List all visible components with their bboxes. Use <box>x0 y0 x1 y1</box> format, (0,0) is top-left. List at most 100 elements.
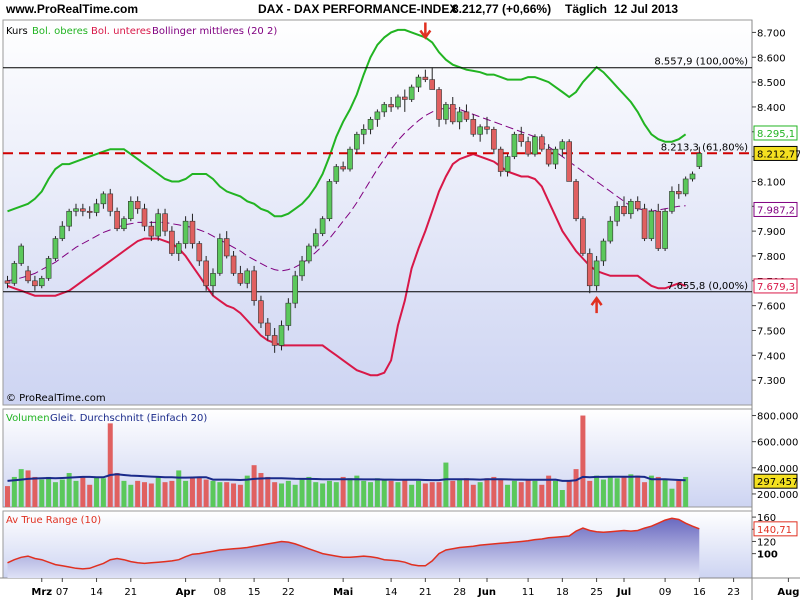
candle-body <box>367 119 374 130</box>
volume-bar <box>114 473 120 507</box>
candle-body <box>648 210 655 239</box>
volume-bar <box>470 484 476 507</box>
candle-body <box>45 258 52 279</box>
volume-bar <box>94 476 100 507</box>
volume-bar <box>135 480 141 507</box>
candle-body <box>306 245 312 262</box>
candle-body <box>299 260 305 277</box>
candle-body <box>504 156 511 172</box>
candle-body <box>285 302 292 326</box>
volume-bar <box>299 479 305 507</box>
atr-tick-label: 160 <box>757 513 776 524</box>
candle-body <box>408 86 415 100</box>
candle-body <box>52 238 59 259</box>
volume-bar <box>648 475 654 507</box>
candle-body <box>38 278 45 287</box>
volume-bar <box>546 475 552 507</box>
volume-bar <box>347 478 353 507</box>
candle-body <box>258 300 264 324</box>
candle-body <box>162 213 168 232</box>
candle-body <box>4 280 11 284</box>
volume-bar <box>655 476 661 507</box>
volume-value-box <box>753 473 798 489</box>
candle-body <box>93 203 100 213</box>
legend-middle-band: Bollinger mittleres (20 2) <box>152 26 277 37</box>
volume-bar <box>52 482 58 507</box>
candle-body <box>449 104 456 123</box>
volume-bar <box>196 476 202 507</box>
value-label: 8.295,1 <box>757 129 795 140</box>
volume-bar <box>381 479 387 507</box>
volume-bar <box>39 479 45 507</box>
candle-body <box>59 225 66 239</box>
candle-body <box>470 119 477 135</box>
price-tick-label: 7.300 <box>757 376 786 387</box>
volume-value-label: 297.457 <box>757 477 798 488</box>
candle-body <box>682 178 689 195</box>
price-tick-label: 7.400 <box>757 351 786 362</box>
time-tick-label: 09 <box>659 587 672 598</box>
volume-tick-label: 800.000 <box>757 412 798 423</box>
value-label-box <box>753 145 798 161</box>
candle-body <box>381 104 388 113</box>
volume-bar <box>463 478 469 507</box>
volume-bar <box>642 482 648 507</box>
volume-bar <box>498 479 504 507</box>
candle-body <box>545 148 552 165</box>
volume-bar <box>457 479 463 507</box>
volume-bar <box>265 476 271 507</box>
volume-legend-average: Gleit. Durchschnitt (Einfach 20) <box>50 413 207 424</box>
volume-bar <box>491 476 497 507</box>
candle-body <box>491 128 497 150</box>
candle-body <box>196 243 203 262</box>
candle-body <box>347 148 353 170</box>
candle-body <box>436 89 442 120</box>
volume-bar <box>292 484 298 507</box>
candle-body <box>518 133 525 143</box>
bollinger-middle-band <box>7 107 686 282</box>
volume-bar <box>402 479 408 507</box>
volume-bar <box>11 476 17 507</box>
volume-bar <box>607 476 613 507</box>
time-tick-label: 14 <box>385 587 398 598</box>
volume-bar <box>100 478 106 507</box>
volume-bar <box>621 476 627 507</box>
price-tick-label: 7.800 <box>757 252 786 263</box>
candle-body <box>278 325 285 346</box>
candle-body <box>107 193 114 212</box>
candle-body <box>134 201 141 210</box>
volume-tick-label: 200.000 <box>757 490 798 501</box>
candle-body <box>641 208 648 239</box>
volume-bar <box>237 484 243 507</box>
candle-body <box>210 273 216 287</box>
candle-body <box>360 128 367 135</box>
volume-bar <box>121 480 127 507</box>
site-name: www.ProRealTime.com <box>6 2 139 16</box>
volume-bar <box>203 479 209 507</box>
candle-body <box>580 218 586 254</box>
candle-body <box>634 201 641 210</box>
volume-bar <box>128 484 134 507</box>
candle-body <box>251 270 257 301</box>
candle-body <box>429 79 436 90</box>
candle-body <box>525 141 531 155</box>
legend-lower-band: Bol. unteres <box>91 26 151 37</box>
arrow-up-icon <box>590 295 603 314</box>
atr-value-box <box>753 521 798 537</box>
candle-body <box>169 230 175 254</box>
fib-level-label: 8.557,9 (100,00%) <box>654 57 748 68</box>
candle-body <box>669 191 675 212</box>
price-legend-prefix: Kurs <box>6 26 28 37</box>
watermark: © ProRealTime.com <box>6 393 106 404</box>
volume-bar <box>388 480 394 507</box>
volume-bar <box>32 476 38 507</box>
value-label-box <box>753 201 798 217</box>
value-label: 8.212,77 <box>757 149 800 160</box>
atr-area <box>7 518 700 578</box>
volume-bar <box>436 482 442 507</box>
volume-bar <box>662 479 668 507</box>
value-label: 7.987,2 <box>757 205 795 216</box>
volume-bar <box>217 482 223 507</box>
instrument-name: DAX - DAX PERFORMANCE-INDEX <box>258 2 458 16</box>
